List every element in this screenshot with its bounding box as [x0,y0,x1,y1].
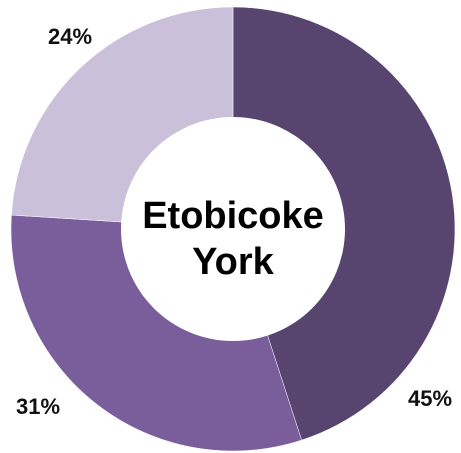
center-label-line-1: Etobicoke [142,195,324,237]
center-label-line-2: York [192,241,275,283]
slice-label-45: 45% [408,386,452,411]
donut-hole [121,117,345,341]
slice-label-31: 31% [16,394,60,419]
slice-label-24: 24% [48,24,92,49]
percent-labels: 45% 31% 24% [16,24,452,419]
